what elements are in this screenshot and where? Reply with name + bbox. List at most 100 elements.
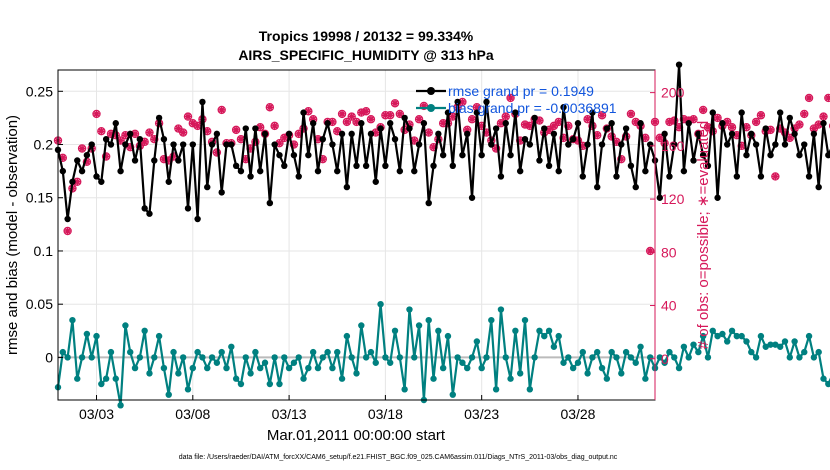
bias-point <box>569 364 577 372</box>
bias-point <box>685 354 692 361</box>
rmse-point <box>64 215 71 223</box>
bias-point <box>329 364 336 372</box>
rmse-point <box>155 114 163 122</box>
rmse-point <box>757 173 765 180</box>
rmse-point <box>801 141 808 148</box>
obs-evaluated-point <box>468 115 476 123</box>
obs-evaluated-point <box>343 118 351 126</box>
rmse-point <box>367 130 375 138</box>
obs-possible-point <box>347 112 356 121</box>
bias-point <box>603 375 611 382</box>
obs-evaluated-point <box>560 134 567 142</box>
bias-point <box>69 316 76 324</box>
obs-evaluated-point <box>507 94 514 102</box>
rmse-point <box>266 199 274 207</box>
bias-point <box>228 343 235 350</box>
bias-point <box>748 348 755 356</box>
obs-evaluated-point <box>555 118 563 126</box>
obs-evaluated-point <box>564 122 572 130</box>
rmse-point <box>435 130 442 138</box>
rmse-point <box>88 141 95 148</box>
bias-point <box>194 348 201 356</box>
bias-point <box>127 348 134 356</box>
rmse-point <box>83 151 91 159</box>
rmse-point <box>569 135 577 143</box>
obs-evaluated-point <box>743 123 750 131</box>
rmse-point <box>666 173 673 180</box>
rmse-point <box>343 183 351 191</box>
bias-point <box>93 332 100 340</box>
bias-point <box>550 343 558 350</box>
obs-possible-point <box>212 148 222 157</box>
rmse-point <box>338 130 346 138</box>
rmse-point <box>584 141 591 148</box>
obs-evaluated-point <box>723 118 731 126</box>
bias-point <box>724 338 731 345</box>
rmse-point <box>704 162 712 170</box>
bias-point <box>271 354 278 361</box>
bias-point <box>762 343 769 350</box>
rmse-point <box>242 125 249 132</box>
rmse-point <box>805 173 813 180</box>
obs-evaluated-point <box>430 143 437 151</box>
rmse-point <box>228 141 235 148</box>
rmse-point <box>685 120 692 127</box>
rmse-point <box>93 173 100 180</box>
obs-evaluated-point <box>386 111 394 119</box>
rmse-point <box>257 167 264 175</box>
rmse-point <box>377 125 384 132</box>
y-tick-label-right: 0 <box>661 351 669 367</box>
bias-point <box>131 364 139 372</box>
obs-evaluated-point <box>483 129 490 136</box>
obs-evaluated-point <box>329 118 336 126</box>
bias-point <box>305 364 312 372</box>
bias-point <box>218 348 225 356</box>
bias-point <box>714 332 721 340</box>
chart-title-line2: AIRS_SPECIFIC_HUMIDITY @ 313 hPa <box>238 47 494 63</box>
obs-evaluated-point <box>733 131 741 139</box>
bias-point <box>492 386 500 393</box>
y-tick-label-left: 0 <box>45 349 53 365</box>
bias-point <box>536 327 543 335</box>
obs-possible-point <box>63 226 72 236</box>
bias-point <box>425 316 432 324</box>
obs-evaluated-point <box>319 155 327 163</box>
obs-evaluated-point <box>786 134 794 142</box>
obs-evaluated-point <box>150 135 158 143</box>
obs-evaluated-point <box>617 155 625 163</box>
obs-evaluated-point <box>449 113 457 120</box>
bias-point <box>170 348 177 356</box>
obs-possible-point <box>337 109 347 119</box>
bias-point <box>791 338 798 345</box>
obs-evaluated-point <box>536 117 543 124</box>
obs-evaluated-point <box>189 119 197 127</box>
rmse-point <box>536 157 543 164</box>
rmse-point <box>223 141 230 148</box>
rmse-point <box>382 162 389 170</box>
y-tick-label-right: 160 <box>661 138 685 154</box>
bias-point <box>406 306 413 313</box>
bias-point <box>733 332 741 340</box>
rmse-point <box>372 178 379 185</box>
obs-evaluated-point <box>107 130 115 138</box>
rmse-point <box>439 151 447 159</box>
obs-evaluated-point <box>425 129 433 136</box>
rmse-point <box>151 157 158 164</box>
bias-point <box>743 338 750 345</box>
obs-possible-point <box>188 119 198 128</box>
bias-point <box>801 348 808 356</box>
obs-possible-point <box>780 128 790 137</box>
rmse-point <box>358 120 365 127</box>
obs-evaluated-point <box>280 134 288 142</box>
obs-evaluated-point <box>396 110 404 118</box>
bias-point <box>642 375 649 382</box>
legend-bias-label: bias grand pr = -0.0036891 <box>448 100 617 116</box>
rmse-point <box>208 141 216 148</box>
obs-evaluated-point <box>232 126 240 134</box>
bias-point <box>415 322 423 329</box>
bias-point <box>661 359 668 366</box>
bias-point <box>430 375 437 382</box>
y-tick-label-left: 0.15 <box>26 190 53 206</box>
obs-evaluated-point <box>632 118 640 126</box>
bias-point <box>257 364 264 372</box>
